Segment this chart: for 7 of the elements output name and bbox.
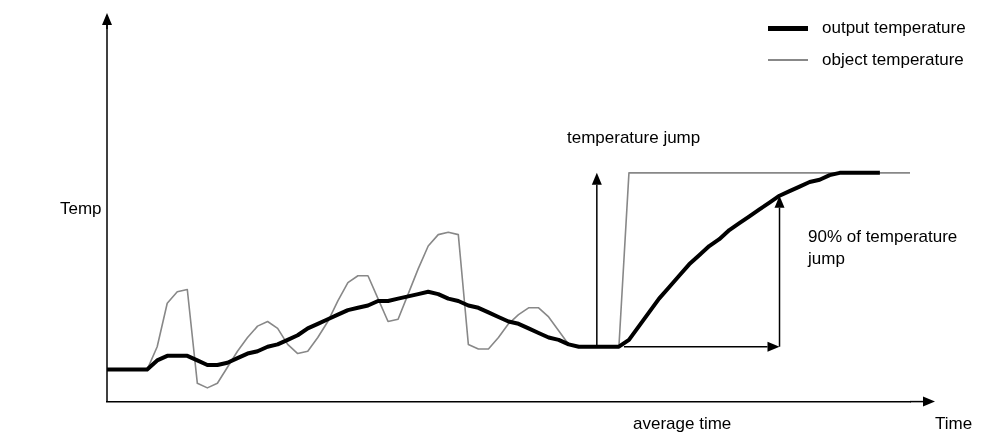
text: average time — [633, 413, 732, 435]
y-axis-title: Temp — [60, 198, 102, 220]
x-axis-title: Time — [935, 413, 973, 435]
annotation: 90% of temperature jump — [808, 226, 959, 270]
legend-label: object temperature — [822, 50, 964, 70]
legend-label: output temperature — [822, 18, 966, 38]
text: temperature jump — [567, 127, 701, 149]
